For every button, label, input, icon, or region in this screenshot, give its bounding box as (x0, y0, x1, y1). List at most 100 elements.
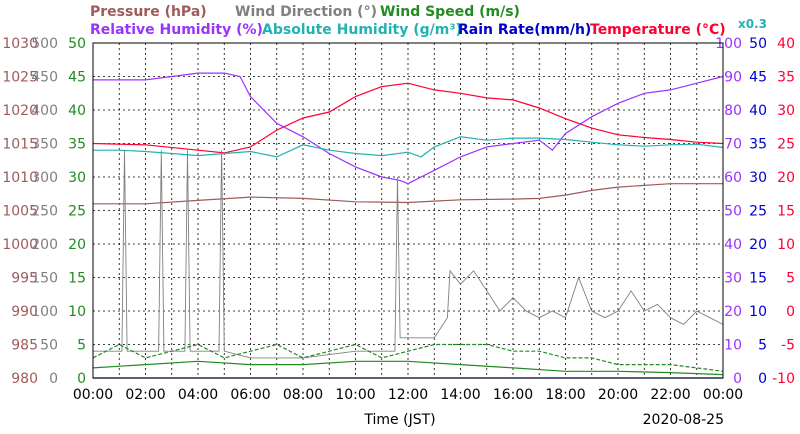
y-tick-abs_humidity: 0 (758, 371, 767, 387)
y-tick-wind_speed: 0 (77, 371, 86, 387)
y-tick-pressure: 1030 (2, 36, 38, 52)
scale-note: x0.3 (738, 17, 767, 31)
y-tick-temperature: 0 (786, 304, 795, 320)
plot-frame (92, 42, 724, 379)
y-tick-pressure: 1000 (2, 237, 38, 253)
y-tick-abs_humidity: 35 (749, 137, 767, 153)
y-tick-pressure: 990 (11, 304, 38, 320)
series-pressure (93, 183, 723, 205)
x-tick: 06:00 (230, 387, 270, 403)
y-tick-wind_direction: 100 (31, 304, 58, 320)
y-tick-humidity: 10 (724, 338, 742, 354)
y-tick-pressure: 1020 (2, 103, 38, 119)
y-tick-temperature: 30 (777, 103, 795, 119)
x-tick: 14:00 (440, 387, 480, 403)
y-tick-wind_speed: 40 (68, 103, 86, 119)
x-tick: 20:00 (598, 387, 638, 403)
series-relative-humidity (93, 72, 724, 185)
y-tick-temperature: -5 (781, 338, 795, 354)
y-tick-wind_speed: 5 (77, 338, 86, 354)
x-tick: 00:00 (703, 387, 743, 403)
y-tick-temperature: 15 (777, 204, 795, 220)
y-tick-wind_speed: 20 (68, 237, 86, 253)
y-tick-temperature: 25 (777, 137, 795, 153)
x-tick: 22:00 (650, 387, 690, 403)
y-tick-abs_humidity: 25 (749, 204, 767, 220)
y-tick-pressure: 985 (11, 338, 38, 354)
y-tick-wind_direction: 500 (31, 36, 58, 52)
y-tick-pressure: 1025 (2, 70, 38, 86)
y-tick-wind_speed: 50 (68, 36, 86, 52)
y-tick-temperature: 35 (777, 70, 795, 86)
y-tick-humidity: 50 (724, 204, 742, 220)
legend-temperature: Temperature (°C) (590, 22, 726, 38)
y-tick-humidity: 100 (715, 36, 742, 52)
y-tick-humidity: 80 (724, 103, 742, 119)
y-tick-wind_direction: 150 (31, 271, 58, 287)
series-absolute-humidity (93, 136, 724, 158)
x-tick: 12:00 (388, 387, 428, 403)
y-tick-wind_direction: 450 (31, 70, 58, 86)
y-tick-abs_humidity: 50 (749, 36, 767, 52)
y-tick-temperature: 20 (777, 170, 795, 186)
date-label: 2020-08-25 (643, 412, 724, 428)
y-tick-pressure: 1015 (2, 137, 38, 153)
y-tick-abs_humidity: 30 (749, 170, 767, 186)
y-tick-humidity: 90 (724, 70, 742, 86)
x-axis-title: Time (JST) (363, 412, 435, 428)
x-tick: 02:00 (125, 387, 165, 403)
y-tick-abs_humidity: 15 (749, 271, 767, 287)
y-tick-abs_humidity: 5 (758, 338, 767, 354)
y-tick-wind_direction: 400 (31, 103, 58, 119)
x-tick: 16:00 (493, 387, 533, 403)
y-tick-wind_direction: 300 (31, 170, 58, 186)
y-tick-wind_direction: 200 (31, 237, 58, 253)
y-tick-wind_direction: 50 (40, 338, 58, 354)
x-tick: 08:00 (283, 387, 323, 403)
legend-wind-speed: Wind Speed (m/s) (380, 4, 520, 20)
y-tick-wind_speed: 10 (68, 304, 86, 320)
y-tick-wind_speed: 30 (68, 170, 86, 186)
y-tick-wind_speed: 35 (68, 137, 86, 153)
y-tick-abs_humidity: 20 (749, 237, 767, 253)
y-axis-labels: 9809859909951000100510101015102010251030… (2, 36, 795, 387)
y-tick-abs_humidity: 45 (749, 70, 767, 86)
x-axis-labels: 00:00 02:00 04:00 06:00 08:00 10:00 12:00 14:00… (73, 387, 743, 403)
y-tick-abs_humidity: 40 (749, 103, 767, 119)
y-tick-pressure: 995 (11, 271, 38, 287)
y-tick-wind_speed: 15 (68, 271, 86, 287)
y-tick-pressure: 1010 (2, 170, 38, 186)
x-tick: 00:00 (73, 387, 113, 403)
series-wind-speed-avg (92, 360, 724, 376)
y-tick-abs_humidity: 10 (749, 304, 767, 320)
y-tick-temperature: 5 (786, 271, 795, 287)
y-tick-pressure: 1005 (2, 204, 38, 220)
y-tick-wind_direction: 250 (31, 204, 58, 220)
legend-relative-humidity: Relative Humidity (%) (90, 22, 263, 38)
y-tick-wind_direction: 0 (49, 371, 58, 387)
x-tick: 10:00 (335, 387, 375, 403)
x-tick: 18:00 (545, 387, 585, 403)
y-tick-temperature: 40 (777, 36, 795, 52)
y-tick-humidity: 60 (724, 170, 742, 186)
y-tick-wind_direction: 350 (31, 137, 58, 153)
legend-absolute-humidity: Absolute Humidity (g/m³) (262, 22, 462, 38)
y-tick-wind_speed: 45 (68, 70, 86, 86)
series-wind-speed-gust (92, 343, 724, 372)
y-tick-humidity: 20 (724, 304, 742, 320)
y-tick-humidity: 70 (724, 137, 742, 153)
y-tick-temperature: 10 (777, 237, 795, 253)
y-tick-pressure: 980 (11, 371, 38, 387)
legend-wind-direction: Wind Direction (°) (235, 4, 377, 20)
y-tick-humidity: 0 (733, 371, 742, 387)
y-tick-humidity: 30 (724, 271, 742, 287)
y-tick-humidity: 40 (724, 237, 742, 253)
x-tick: 04:00 (178, 387, 218, 403)
legend-pressure: Pressure (hPa) (90, 4, 207, 20)
y-tick-wind_speed: 25 (68, 204, 86, 220)
series-wind-direction (93, 150, 724, 359)
legend-rain-rate: Rain Rate(mm/h) (458, 22, 591, 38)
series-temperature (92, 82, 724, 154)
y-tick-temperature: -10 (772, 371, 795, 387)
